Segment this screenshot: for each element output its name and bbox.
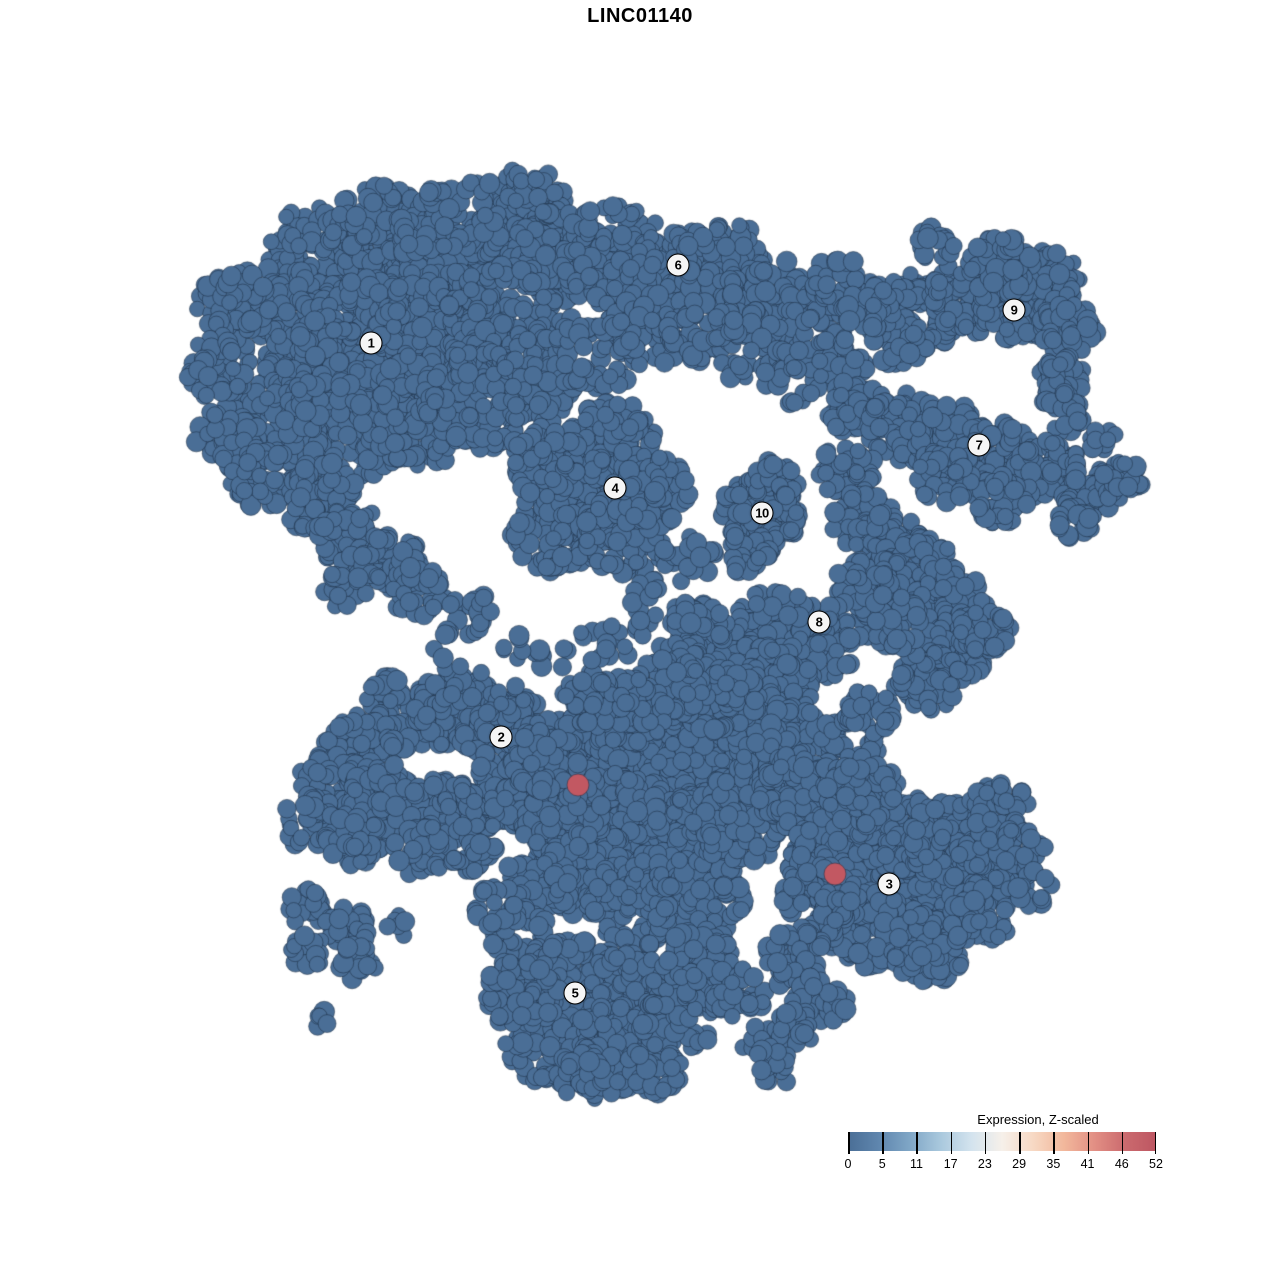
legend-tick-label: 11 bbox=[909, 1157, 923, 1171]
expression-colorbar-legend: Expression, Z-scaled 0 5 11 17 23 29 35 41 46 52 bbox=[845, 1112, 1163, 1171]
legend-tick-label: 29 bbox=[1012, 1157, 1027, 1171]
cluster-label-4: 4 bbox=[603, 476, 627, 500]
legend-tick-mark bbox=[1053, 1132, 1055, 1154]
legend-tick-label: 46 bbox=[1114, 1157, 1129, 1171]
cluster-label-10: 10 bbox=[750, 501, 774, 525]
legend-tick-mark bbox=[1019, 1132, 1021, 1154]
cluster-label-5: 5 bbox=[563, 981, 587, 1005]
cluster-label-9: 9 bbox=[1002, 298, 1026, 322]
cluster-label-6: 6 bbox=[666, 253, 690, 277]
legend-tick-mark bbox=[916, 1132, 918, 1154]
cluster-label-7: 7 bbox=[967, 433, 991, 457]
cluster-label-3: 3 bbox=[877, 872, 901, 896]
legend-title: Expression, Z-scaled bbox=[977, 1112, 1099, 1127]
legend-tick-label: 52 bbox=[1149, 1157, 1163, 1171]
legend-gradient-bar bbox=[848, 1132, 1156, 1154]
plot-title: LINC01140 bbox=[587, 5, 693, 27]
cluster-label-8: 8 bbox=[807, 610, 831, 634]
legend-tick-mark bbox=[1121, 1132, 1124, 1154]
legend-tick-labels: 0 5 11 17 23 29 35 41 46 52 bbox=[845, 1151, 1163, 1171]
legend-tick-mark bbox=[950, 1132, 953, 1154]
legend-tick-mark bbox=[848, 1132, 850, 1154]
cluster-label-1: 1 bbox=[359, 331, 383, 355]
legend-tick-label: 0 bbox=[844, 1157, 852, 1171]
legend-tick-label: 17 bbox=[943, 1157, 958, 1171]
legend-tick-label: 35 bbox=[1046, 1157, 1061, 1171]
legend-tick-label: 41 bbox=[1080, 1157, 1095, 1171]
legend-tick-mark bbox=[882, 1132, 884, 1154]
cluster-label-2: 2 bbox=[489, 725, 513, 749]
legend-tick-label: 23 bbox=[977, 1157, 992, 1171]
legend-tick-label: 5 bbox=[878, 1157, 886, 1171]
legend-tick-mark bbox=[984, 1132, 987, 1154]
legend-tick-mark bbox=[1087, 1132, 1090, 1154]
legend-tick-mark bbox=[1154, 1132, 1156, 1154]
